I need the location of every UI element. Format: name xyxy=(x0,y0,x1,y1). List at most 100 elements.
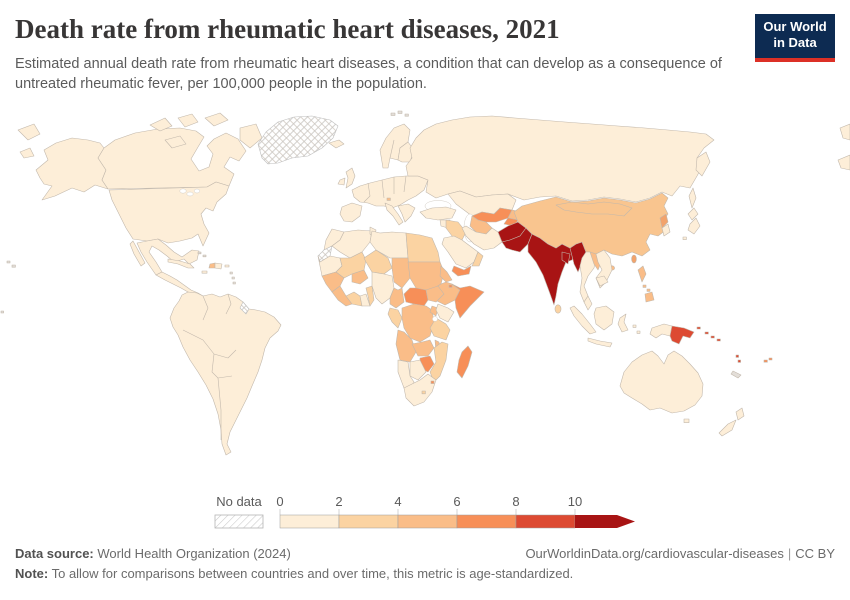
country-tanzania[interactable] xyxy=(429,317,451,341)
map-legend: No data 0 2 4 6 8 10 xyxy=(180,492,650,537)
legend-no-data-swatch[interactable] xyxy=(214,514,264,529)
country-bangladesh[interactable] xyxy=(561,251,571,265)
country-dominican-republic[interactable] xyxy=(214,262,223,270)
country-kenya[interactable] xyxy=(435,303,455,323)
country-eritrea[interactable] xyxy=(439,265,453,283)
country-south-korea[interactable] xyxy=(661,223,671,237)
country-eswatini[interactable] xyxy=(430,380,435,384)
country-south-sudan[interactable] xyxy=(425,285,445,303)
country-cuba[interactable] xyxy=(167,258,195,269)
country-dr-congo[interactable] xyxy=(401,303,435,343)
region-sakhalin[interactable] xyxy=(688,187,697,209)
country-turkey[interactable] xyxy=(419,206,457,221)
country-lesotho[interactable] xyxy=(421,390,426,395)
country-russia[interactable] xyxy=(405,115,715,203)
country-iceland[interactable] xyxy=(328,139,345,149)
country-niger[interactable] xyxy=(363,249,393,275)
country-cambodia[interactable] xyxy=(595,275,609,287)
country-south-africa[interactable] xyxy=(403,373,437,407)
country-solomon-islands[interactable] xyxy=(696,326,721,342)
europe-borders xyxy=(363,139,407,203)
legend-tick-label: 0 xyxy=(276,494,283,509)
legend-tick-label: 4 xyxy=(394,494,401,509)
country-djibouti[interactable] xyxy=(448,284,453,288)
country-malaysia[interactable] xyxy=(583,295,593,311)
region-moluccas[interactable] xyxy=(632,324,641,334)
region-java[interactable] xyxy=(587,337,613,348)
country-yemen[interactable] xyxy=(451,265,472,277)
country-cameroon[interactable] xyxy=(389,287,405,309)
country-mozambique[interactable] xyxy=(429,341,449,383)
country-bahamas[interactable] xyxy=(197,251,207,258)
world-map xyxy=(0,96,850,492)
country-new-zealand[interactable] xyxy=(718,407,745,437)
region-sulawesi[interactable] xyxy=(617,313,629,333)
country-sri-lanka[interactable] xyxy=(554,304,562,314)
country-papua-new-guinea[interactable] xyxy=(669,325,695,345)
country-spain-portugal[interactable] xyxy=(339,202,363,223)
region-kamchatka[interactable] xyxy=(695,151,711,177)
country-uk[interactable] xyxy=(345,167,356,189)
country-chad[interactable] xyxy=(391,257,411,289)
region-south-america[interactable] xyxy=(169,291,282,456)
country-iran[interactable] xyxy=(461,225,503,251)
license-link[interactable]: CC BY xyxy=(795,546,835,561)
country-usa[interactable] xyxy=(108,181,230,247)
country-mongolia[interactable] xyxy=(555,201,633,217)
country-alaska[interactable] xyxy=(35,137,109,201)
country-haiti[interactable] xyxy=(208,262,216,269)
country-uganda[interactable] xyxy=(429,305,439,317)
country-egypt[interactable] xyxy=(405,232,441,263)
region-borneo[interactable] xyxy=(593,305,615,331)
country-french-guiana[interactable] xyxy=(239,301,250,315)
region-europe[interactable] xyxy=(351,175,429,209)
legend-bin-swatch[interactable] xyxy=(456,514,517,529)
country-philippines[interactable] xyxy=(637,265,655,303)
legend-bin-swatch[interactable] xyxy=(515,514,576,529)
region-benin-togo[interactable] xyxy=(365,285,375,307)
legend-tick-label: 6 xyxy=(453,494,460,509)
country-fiji[interactable] xyxy=(763,357,773,363)
owid-url-link[interactable]: OurWorldinData.org/cardiovascular-diseas… xyxy=(525,546,784,561)
country-mexico[interactable] xyxy=(136,238,200,276)
legend-bin-swatch[interactable] xyxy=(279,514,340,529)
region-gabon-congo[interactable] xyxy=(387,307,403,329)
region-lesser-antilles[interactable] xyxy=(229,271,236,285)
country-slovenia[interactable] xyxy=(386,197,391,201)
page-title: Death rate from rheumatic heart diseases… xyxy=(15,14,560,44)
country-angola[interactable] xyxy=(395,329,417,363)
country-canada-arctic[interactable] xyxy=(149,112,263,149)
country-australia[interactable] xyxy=(619,350,704,414)
country-greenland[interactable] xyxy=(257,115,339,165)
country-vanuatu[interactable] xyxy=(735,354,741,363)
legend-bin-swatch[interactable] xyxy=(397,514,458,529)
country-madagascar[interactable] xyxy=(456,345,473,379)
country-burkina-faso[interactable] xyxy=(351,269,369,285)
country-somalia[interactable] xyxy=(451,283,485,319)
country-puerto-rico[interactable] xyxy=(224,264,230,268)
legend-no-data-label: No data xyxy=(216,494,262,509)
region-balkans[interactable] xyxy=(397,203,416,223)
region-hawaii[interactable] xyxy=(0,260,16,314)
legend-arrow-swatch[interactable] xyxy=(575,515,635,528)
country-canada[interactable] xyxy=(97,127,247,190)
region-west-papua[interactable] xyxy=(649,323,673,339)
legend-tick-label: 10 xyxy=(568,494,582,509)
country-central-african-republic[interactable] xyxy=(403,287,429,307)
region-sumatra[interactable] xyxy=(569,305,597,335)
country-oman[interactable] xyxy=(471,251,484,267)
country-jamaica[interactable] xyxy=(201,270,208,274)
owid-logo[interactable]: Our World in Data xyxy=(755,14,835,62)
country-mali[interactable] xyxy=(335,251,367,279)
country-ireland[interactable] xyxy=(337,177,346,186)
owid-logo-line2: in Data xyxy=(773,35,817,51)
country-italy[interactable] xyxy=(384,202,404,226)
country-japan[interactable] xyxy=(682,207,701,240)
region-tasmania[interactable] xyxy=(683,418,690,423)
country-mexico-baja[interactable] xyxy=(129,240,146,267)
country-north-korea[interactable] xyxy=(659,213,669,229)
country-botswana[interactable] xyxy=(409,359,427,381)
legend-bin-swatch[interactable] xyxy=(338,514,399,529)
region-new-caledonia[interactable] xyxy=(730,370,742,379)
country-taiwan[interactable] xyxy=(631,254,637,264)
